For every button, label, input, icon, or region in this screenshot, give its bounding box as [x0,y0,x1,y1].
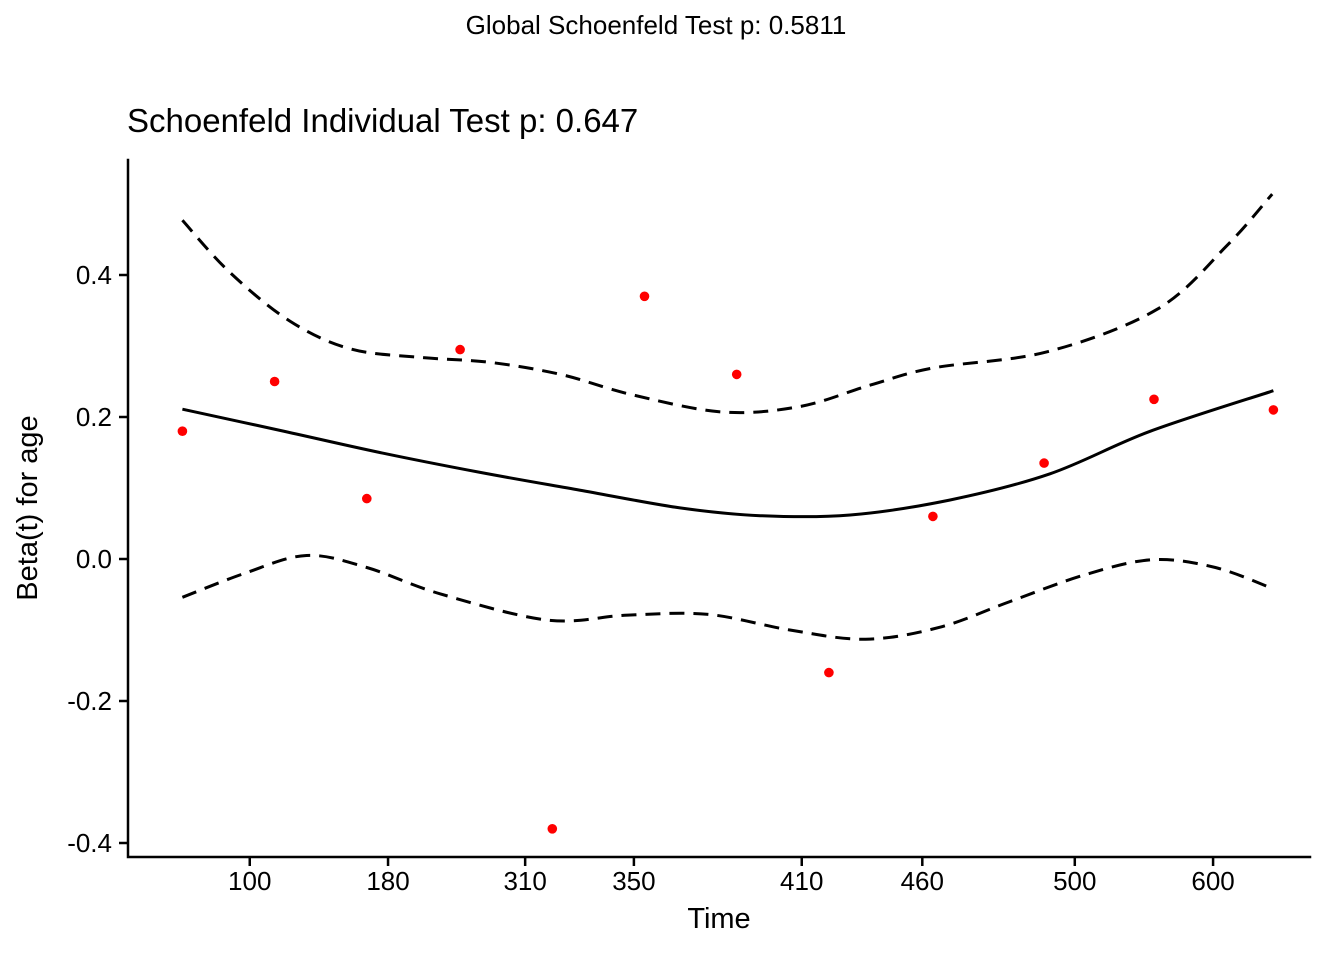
x-tick-label: 180 [366,866,409,896]
y-tick-label: 0.4 [76,260,112,290]
lower-ci-curve [181,553,1274,641]
y-tick-label: 0.2 [76,402,112,432]
data-point [1149,394,1159,405]
global-title: Global Schoenfeld Test p: 0.5811 [465,10,847,40]
data-point [639,291,650,302]
data-point [269,376,280,387]
x-tick-label: 600 [1191,866,1234,896]
data-point [928,511,938,522]
data-point [362,493,372,504]
data-point [547,824,558,834]
upper-ci-curve [181,193,1274,415]
data-point [177,426,188,437]
x-tick-label: 500 [1053,866,1096,896]
x-tick-label: 350 [612,866,655,896]
smooth-curve [182,389,1274,519]
panel-title: Schoenfeld Individual Test p: 0.647 [127,102,639,139]
y-tick-label: 0.0 [76,544,112,574]
x-tick-label: 310 [503,866,546,896]
data-point [455,344,465,355]
axis-lines [126,158,1312,859]
data-point [824,667,834,678]
x-tick-label: 100 [228,866,271,896]
x-tick-label: 460 [901,866,944,896]
data-point [1039,458,1049,468]
x-axis-title: Time [687,903,751,935]
x-tick-label: 410 [780,866,823,896]
data-point [1268,405,1279,415]
y-tick-label: -0.4 [67,828,112,858]
y-tick-label: -0.2 [67,686,112,716]
data-point [731,369,742,380]
